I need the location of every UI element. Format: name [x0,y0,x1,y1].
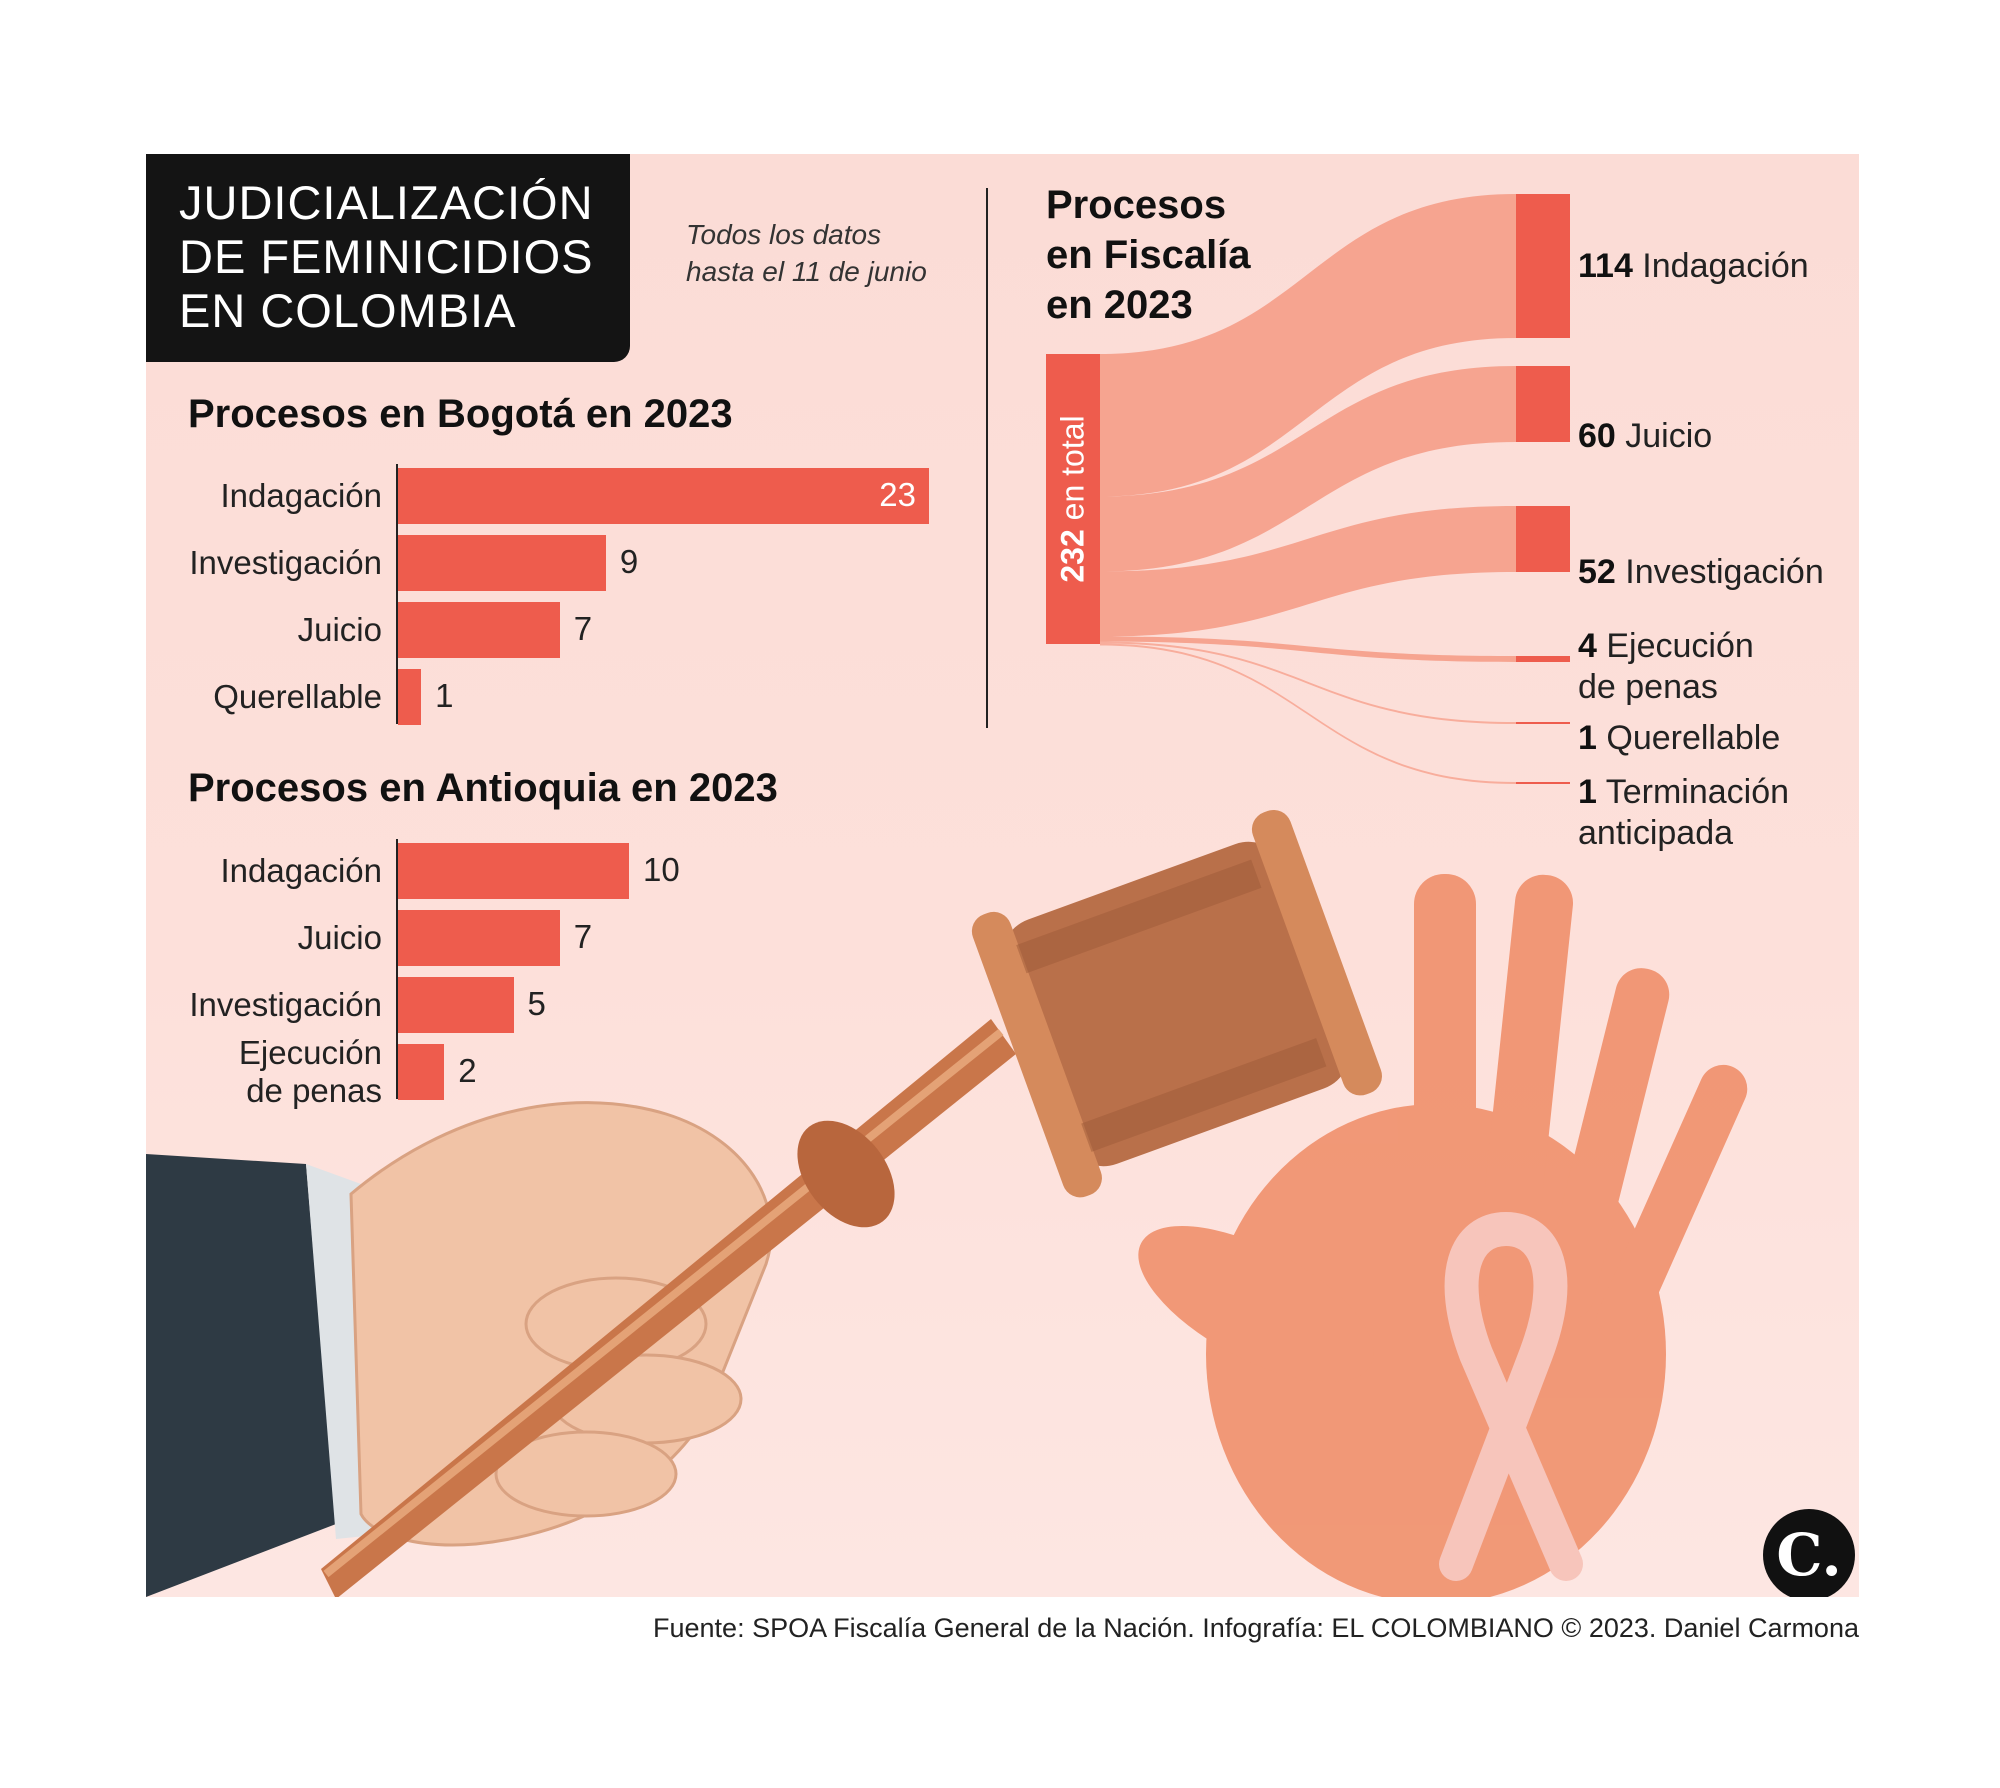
sankey-category: Querellable [1596,719,1781,757]
sankey-flow [1100,194,1516,497]
bar-value-label: 2 [458,1052,477,1089]
el-colombiano-logo: C. [1763,1509,1855,1597]
sankey-category: Terminación anticipada [1578,773,1790,852]
sankey-flow [1100,636,1516,662]
sankey-value: 1 [1578,773,1597,811]
bar [398,977,514,1033]
sankey-target-label: 60 Juicio [1578,416,1712,457]
bar-value-label: 5 [527,985,546,1022]
sankey-value: 52 [1578,553,1616,591]
sankey-target-bar [1516,366,1570,442]
bar-axis-line [396,839,398,1099]
fiscalia-chart-title: Procesos en Fiscalía en 2023 [1046,183,1251,327]
title-box: JUDICIALIZACIÓN DE FEMINICIDIOS EN COLOM… [146,154,630,362]
bar-category-label: Juicio [297,611,382,648]
sankey-target-label: 52 Investigación [1578,552,1824,593]
sankey-target-bar [1516,506,1570,572]
bar-category-label: Ejecución de penas [238,1034,382,1109]
bar-category-label: Indagación [220,477,382,514]
sankey-target-bar [1516,782,1570,784]
total-bar [1046,354,1100,644]
sankey-category: Indagación [1632,247,1809,285]
sankey-category: Juicio [1615,417,1713,455]
ribbon-icon [1439,1211,1583,1581]
total-text: en total [1054,415,1091,521]
section-divider [986,188,988,728]
bar-value-label: 9 [619,543,639,580]
bar-value-label: 7 [573,918,593,955]
bar-value-label: 23 [879,476,917,513]
gavel-hand-illustration [146,809,1748,1597]
main-title: JUDICIALIZACIÓN DE FEMINICIDIOS EN COLOM… [179,176,594,337]
date-note: Todos los datos hasta el 11 de junio [686,219,927,287]
total-label: 232 en total [1055,415,1092,582]
sankey-value: 1 [1578,719,1597,757]
sankey-flow [1100,643,1516,784]
sankey-category: Investigación [1615,553,1824,591]
sankey-value: 60 [1578,417,1616,455]
bar [398,1044,445,1100]
bar [398,468,930,524]
sankey-target-label: 1 Querellable [1578,718,1780,759]
bar-category-label: Investigación [189,986,382,1023]
source-credit: Fuente: SPOA Fiscalía General de la Naci… [653,1613,1859,1643]
sleeve-shape [146,1154,336,1597]
bar [398,910,560,966]
bar-value-label: 1 [435,677,454,714]
bar-value-label: 7 [573,610,593,647]
sankey-target-label: 4 Ejecución de penas [1578,626,1754,708]
bar-category-label: Investigación [189,544,382,581]
sankey-target-bar [1516,656,1570,662]
bar [398,535,606,591]
bar [398,843,629,899]
sankey-category: Ejecución de penas [1578,627,1754,706]
sankey-target-bar [1516,722,1570,724]
bar-value-label: 10 [643,851,680,888]
total-number: 232 [1054,529,1091,583]
bar [398,669,422,725]
sankey-flow [1100,641,1516,724]
infographic-panel: JUDICIALIZACIÓN DE FEMINICIDIOS EN COLOM… [146,154,1859,1597]
sankey-value: 4 [1578,627,1597,665]
handprint-icon [1138,874,1748,1597]
bar-category-label: Indagación [220,852,382,889]
bar-category-label: Querellable [213,678,382,715]
bar-category-label: Juicio [297,919,382,956]
sankey-flow [1100,506,1516,637]
sankey-target-label: 114 Indagación [1578,246,1809,287]
sankey-value: 114 [1578,247,1633,285]
antioquia-chart-title: Procesos en Antioquia en 2023 [188,766,778,810]
sankey-target-bar [1516,194,1570,338]
sankey-flow [1100,366,1516,572]
sankey-target-label: 1 Terminación anticipada [1578,772,1789,854]
fiscalia-sankey-chart [1100,194,1570,784]
bar-axis-line [396,464,398,724]
bogota-chart-title: Procesos en Bogotá en 2023 [188,392,733,436]
gavel-icon [321,809,1382,1597]
bar [398,602,560,658]
